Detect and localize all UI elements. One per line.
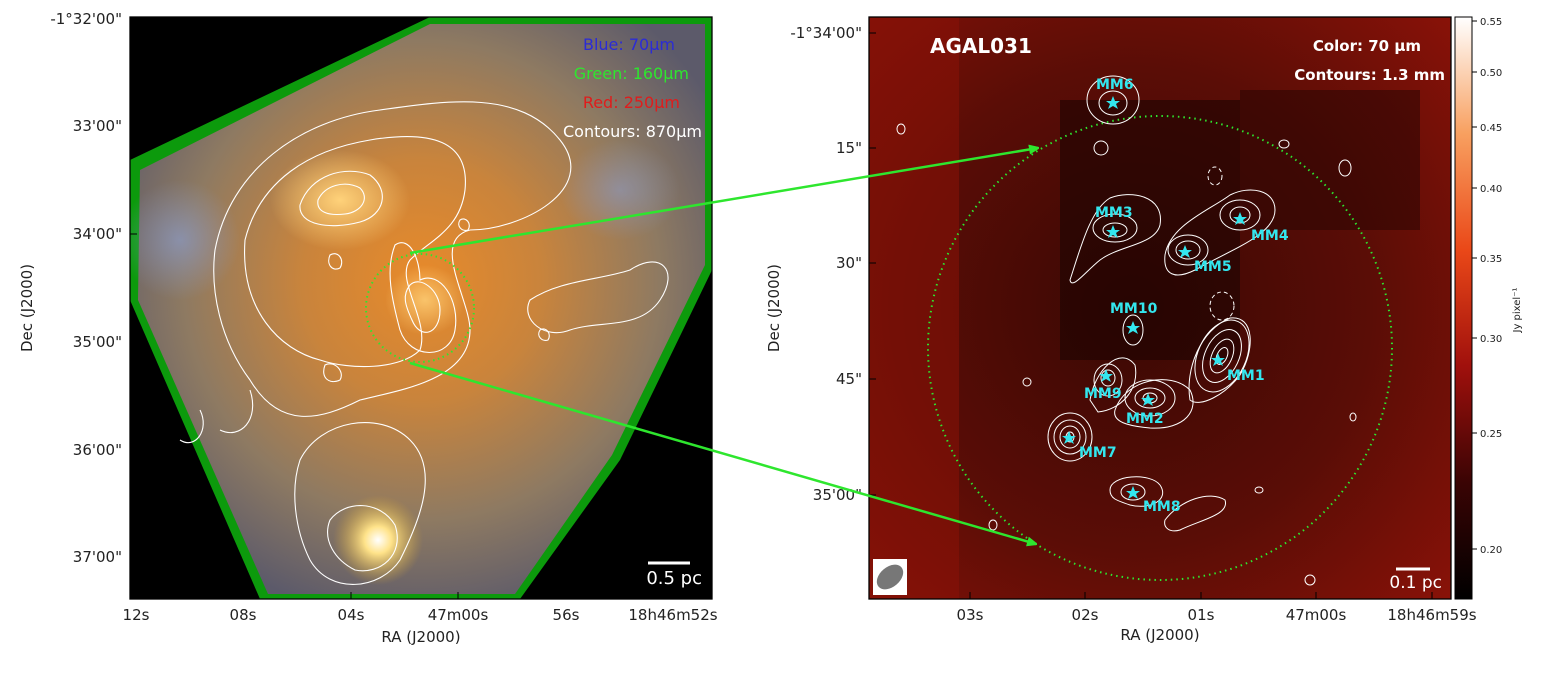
label-mm9: MM9: [1084, 386, 1122, 402]
left-dec-tick-2: 34'00": [73, 225, 122, 243]
zoom-arrow-top: [409, 148, 1038, 255]
legend-green: Green: 160μm: [574, 64, 689, 83]
left-image-panel: [130, 17, 712, 599]
left-ra-tick-3: 47m00s: [428, 606, 489, 624]
star-mm8: [1126, 486, 1140, 499]
left-ra-tick-2: 04s: [338, 606, 365, 624]
right-ticks: [869, 32, 1433, 599]
right-panel-title: AGAL031: [930, 34, 1032, 58]
star-mm7: [1062, 431, 1076, 444]
label-mm7: MM7: [1079, 445, 1117, 461]
left-ra-tick-5: 18h46m52s: [628, 606, 717, 624]
colorbar-ticks: [1472, 20, 1477, 550]
cb-tick-6: 0.25: [1480, 429, 1502, 440]
left-dec-tick-4: 36'00": [73, 441, 122, 459]
right-color-text: Color: 70 μm: [1313, 37, 1421, 55]
right-field-circle: [927, 115, 1393, 581]
left-ra-tick-4: 56s: [553, 606, 580, 624]
right-image-panel: [869, 17, 1451, 599]
left-ra-tick-1: 08s: [230, 606, 257, 624]
star-mm1: [1211, 353, 1225, 366]
right-ra-tick-4: 18h46m59s: [1387, 606, 1476, 624]
right-ra-tick-1: 02s: [1072, 606, 1099, 624]
left-xlabel: RA (J2000): [381, 628, 460, 646]
cb-tick-3: 0.40: [1480, 184, 1502, 195]
right-dec-tick-1: 15": [836, 139, 862, 157]
left-contours: [179, 101, 669, 585]
star-mm4: [1233, 212, 1247, 225]
label-mm8: MM8: [1143, 499, 1181, 515]
label-mm3: MM3: [1095, 205, 1133, 221]
right-dec-tick-3: 45": [836, 370, 862, 388]
left-ticks: [130, 18, 674, 599]
cb-tick-4: 0.35: [1480, 254, 1502, 265]
legend-contours: Contours: 870μm: [563, 122, 702, 141]
cb-tick-5: 0.30: [1480, 334, 1502, 345]
colorbar-label: Jy pixel⁻¹: [1512, 288, 1523, 334]
right-panel-frame: [868, 16, 1452, 600]
colorbar: [1454, 16, 1473, 600]
left-dec-tick-5: 37'00": [73, 548, 122, 566]
legend-blue: Blue: 70μm: [583, 35, 675, 54]
right-ylabel: Dec (J2000): [765, 264, 783, 352]
left-panel-frame: [129, 16, 713, 600]
right-dec-tick-2: 30": [836, 254, 862, 272]
right-ra-tick-2: 01s: [1188, 606, 1215, 624]
left-zoom-circle: [365, 253, 475, 363]
star-mm3: [1106, 225, 1120, 238]
label-mm4: MM4: [1251, 228, 1289, 244]
star-mm10: [1126, 321, 1140, 334]
source-stars: [1062, 96, 1247, 499]
label-mm2: MM2: [1126, 411, 1164, 427]
left-dec-tick-1: 33'00": [73, 117, 122, 135]
beam-ellipse: [876, 564, 904, 590]
label-mm5: MM5: [1194, 259, 1232, 275]
label-mm10: MM10: [1110, 301, 1158, 317]
cb-tick-1: 0.50: [1480, 68, 1502, 79]
legend-red: Red: 250μm: [583, 93, 680, 112]
left-ra-tick-0: 12s: [123, 606, 150, 624]
cb-tick-2: 0.45: [1480, 123, 1502, 134]
star-mm9: [1099, 369, 1113, 382]
right-dec-tick-4: 35'00": [813, 486, 862, 504]
cb-tick-7: 0.20: [1480, 545, 1502, 556]
star-mm5: [1178, 245, 1192, 258]
label-mm6: MM6: [1096, 77, 1134, 93]
right-scalebar-label: 0.1 pc: [1389, 573, 1442, 593]
zoom-arrow-bottom: [409, 361, 1036, 544]
right-xlabel: RA (J2000): [1120, 626, 1199, 644]
cb-tick-0: 0.55: [1480, 17, 1502, 28]
left-dec-tick-0: -1°32'00": [50, 10, 122, 28]
star-mm6: [1106, 96, 1120, 109]
right-dec-tick-0: -1°34'00": [790, 24, 862, 42]
right-contours: [896, 75, 1357, 586]
right-contours-text: Contours: 1.3 mm: [1294, 66, 1445, 84]
star-mm2: [1141, 393, 1155, 406]
right-ra-tick-0: 03s: [957, 606, 984, 624]
label-mm1: MM1: [1227, 368, 1265, 384]
right-ra-tick-3: 47m00s: [1286, 606, 1347, 624]
left-dec-tick-3: 35'00": [73, 333, 122, 351]
left-scalebar-label: 0.5 pc: [646, 568, 702, 589]
left-ylabel: Dec (J2000): [18, 264, 36, 352]
